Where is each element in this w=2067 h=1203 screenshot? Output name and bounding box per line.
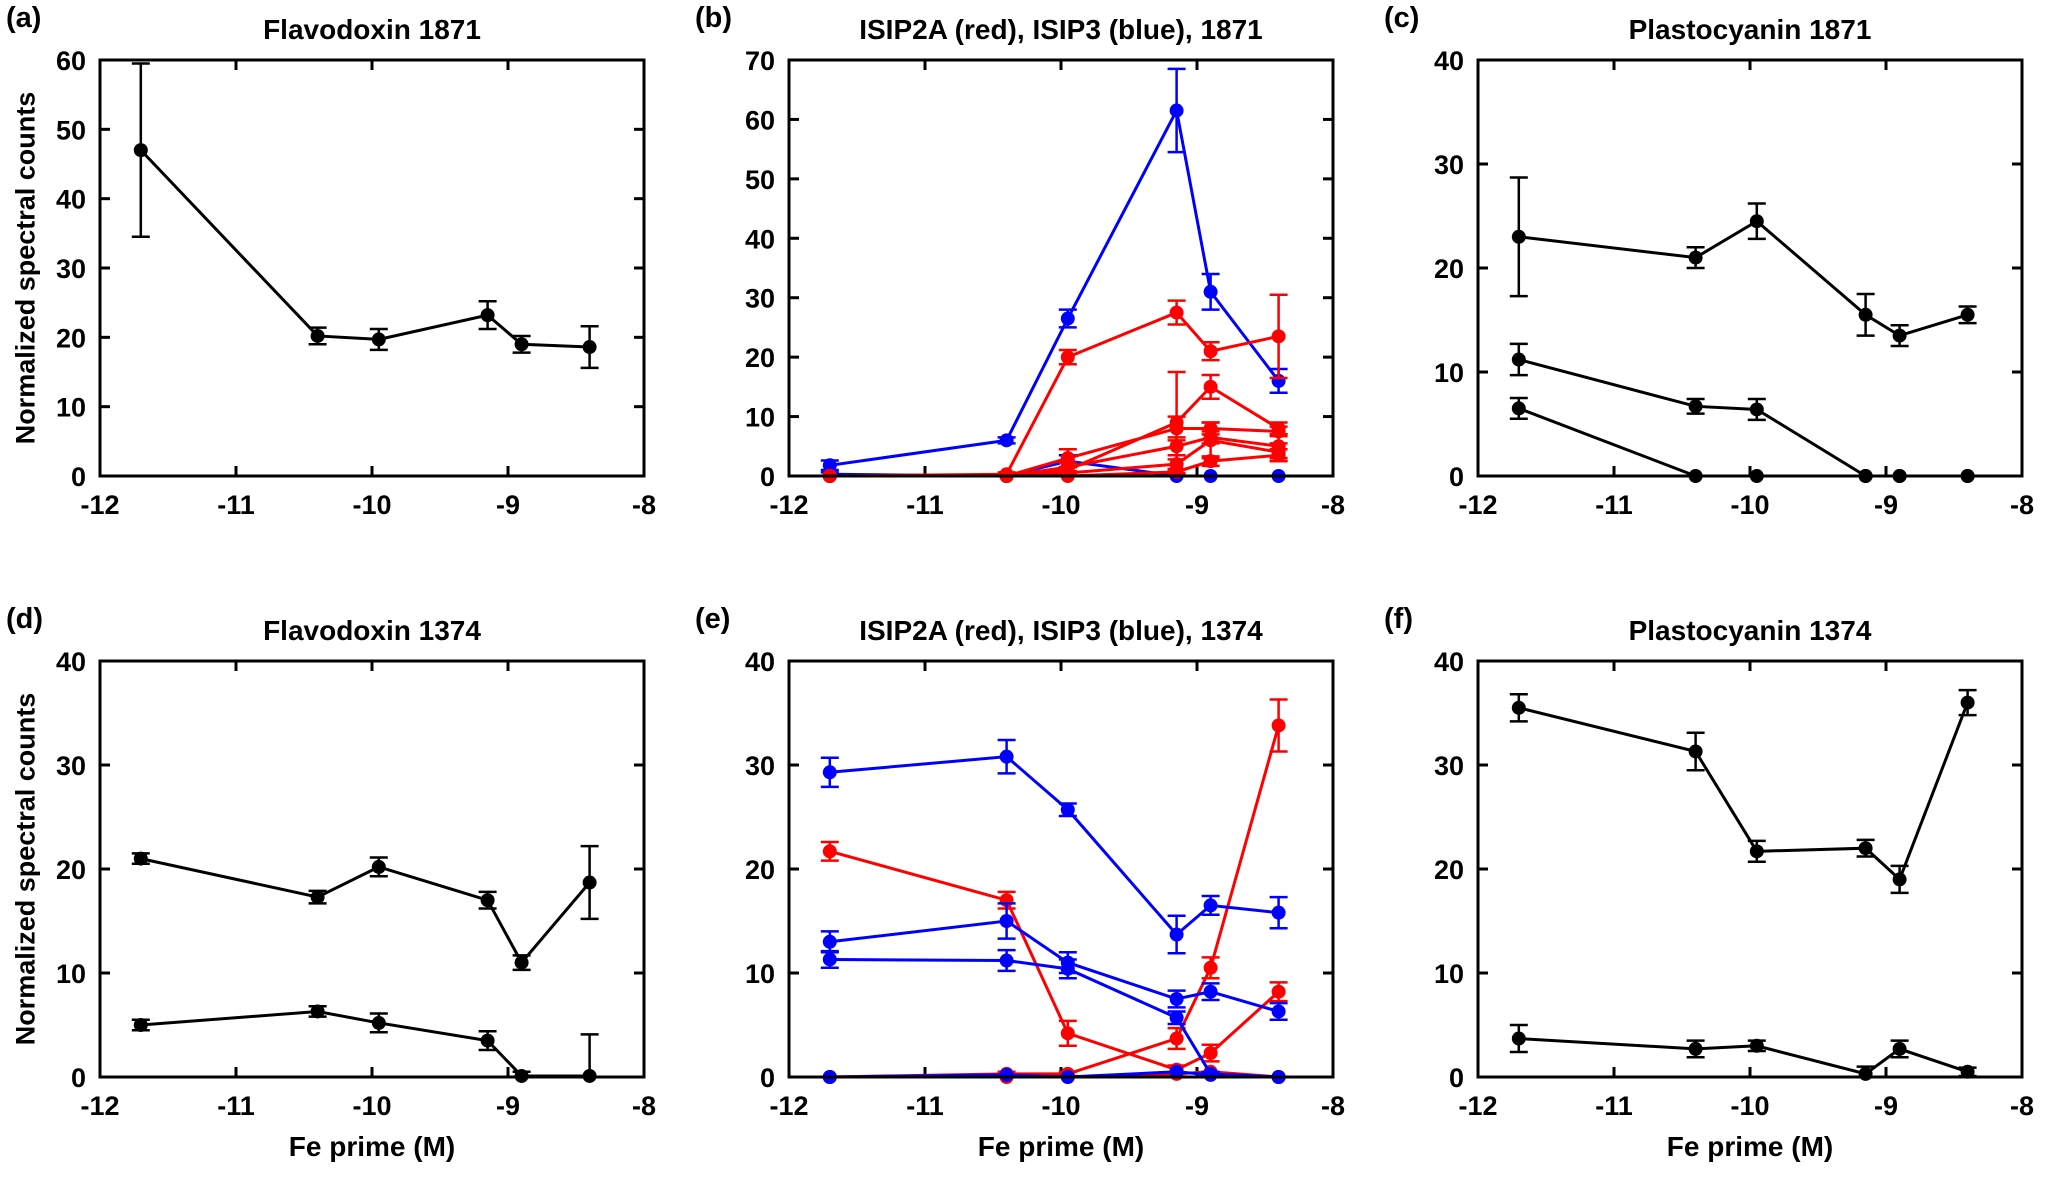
svg-text:40: 40	[1434, 647, 1464, 677]
svg-text:30: 30	[1434, 751, 1464, 781]
svg-text:60: 60	[745, 105, 775, 135]
svg-text:20: 20	[745, 343, 775, 373]
svg-text:-12: -12	[1458, 1091, 1497, 1121]
svg-text:50: 50	[745, 165, 775, 195]
svg-text:30: 30	[745, 284, 775, 314]
svg-text:-12: -12	[769, 490, 808, 520]
svg-text:60: 60	[56, 46, 86, 76]
svg-text:-8: -8	[1321, 1091, 1345, 1121]
panel-label-c: (c)	[1384, 2, 1420, 34]
svg-text:30: 30	[56, 254, 86, 284]
svg-text:-10: -10	[1730, 490, 1769, 520]
svg-text:20: 20	[1434, 254, 1464, 284]
svg-text:0: 0	[760, 462, 775, 492]
line-chart-a: -12 -11 -10 -9 -8 0 10 20 30 40 50 60	[56, 46, 656, 520]
subplot-c: (c) Plastocyanin 1871 -12 -11 -10 -9 -8 0 10 20…	[1378, 0, 2067, 601]
line-chart-f: -12 -11 -10 -9 -8 0 10 20 30 40	[1434, 647, 2034, 1121]
svg-text:40: 40	[56, 647, 86, 677]
panel-label-a: (a)	[6, 2, 42, 34]
svg-text:-9: -9	[1874, 490, 1898, 520]
subplot-b: (b) ISIP2A (red), ISIP3 (blue), 1871 -12…	[689, 0, 1378, 601]
subplot-d: (d) Flavodoxin 1374 Normalized spectral …	[0, 601, 689, 1202]
svg-text:40: 40	[745, 224, 775, 254]
svg-text:20: 20	[1434, 855, 1464, 885]
line-chart-d: -12 -11 -10 -9 -8 0 10 20 30 40	[56, 647, 656, 1121]
svg-text:0: 0	[1449, 462, 1464, 492]
svg-text:-9: -9	[496, 490, 520, 520]
svg-text:-10: -10	[1041, 1091, 1080, 1121]
svg-text:50: 50	[56, 115, 86, 145]
chart-title-d: Flavodoxin 1374	[263, 615, 481, 646]
svg-text:-10: -10	[352, 490, 391, 520]
svg-text:-8: -8	[632, 1091, 656, 1121]
chart-title-b: ISIP2A (red), ISIP3 (blue), 1871	[859, 14, 1263, 45]
svg-text:0: 0	[71, 462, 86, 492]
svg-text:-10: -10	[1041, 490, 1080, 520]
svg-text:-8: -8	[632, 490, 656, 520]
svg-text:40: 40	[1434, 46, 1464, 76]
svg-text:30: 30	[56, 751, 86, 781]
svg-text:0: 0	[1449, 1063, 1464, 1093]
svg-text:-12: -12	[1458, 490, 1497, 520]
svg-text:-9: -9	[1185, 490, 1209, 520]
subplot-e: (e) ISIP2A (red), ISIP3 (blue), 1374 -12…	[689, 601, 1378, 1202]
svg-text:10: 10	[1434, 959, 1464, 989]
svg-text:-11: -11	[1595, 1091, 1633, 1121]
svg-text:-12: -12	[80, 490, 119, 520]
svg-text:20: 20	[56, 323, 86, 353]
svg-text:40: 40	[56, 185, 86, 215]
svg-text:-11: -11	[217, 1091, 255, 1121]
svg-text:-11: -11	[906, 1091, 944, 1121]
svg-text:-8: -8	[2010, 1091, 2034, 1121]
svg-text:10: 10	[56, 959, 86, 989]
svg-text:-11: -11	[906, 490, 944, 520]
panel-label-b: (b)	[695, 2, 733, 34]
svg-text:-9: -9	[496, 1091, 520, 1121]
svg-text:-10: -10	[352, 1091, 391, 1121]
svg-text:20: 20	[56, 855, 86, 885]
line-chart-e: -12 -11 -10 -9 -8 0 10 20 30 40	[745, 647, 1345, 1121]
svg-text:10: 10	[745, 403, 775, 433]
svg-text:-11: -11	[217, 490, 255, 520]
svg-text:-8: -8	[2010, 490, 2034, 520]
subplot-f: (f) Plastocyanin 1374 -12 -11 -10 -9 -8 0 10 20…	[1378, 601, 2067, 1202]
svg-text:-12: -12	[80, 1091, 119, 1121]
panel-label-d: (d)	[6, 603, 44, 635]
svg-text:10: 10	[1434, 358, 1464, 388]
x-axis-label-e: Fe prime (M)	[977, 1131, 1145, 1162]
x-axis-label-f: Fe prime (M)	[1666, 1131, 1834, 1162]
chart-title-c: Plastocyanin 1871	[1628, 14, 1872, 45]
chart-title-f: Plastocyanin 1374	[1628, 615, 1872, 646]
svg-text:30: 30	[745, 751, 775, 781]
line-chart-b: -12 -11 -10 -9 -8 0 10 20 30 40 50 60 70	[745, 46, 1345, 520]
line-chart-c: -12 -11 -10 -9 -8 0 10 20 30 40	[1434, 46, 2034, 520]
svg-text:10: 10	[745, 959, 775, 989]
svg-text:30: 30	[1434, 150, 1464, 180]
chart-title-e: ISIP2A (red), ISIP3 (blue), 1374	[859, 615, 1263, 646]
panel-label-f: (f)	[1384, 603, 1413, 635]
svg-text:-10: -10	[1730, 1091, 1769, 1121]
svg-text:20: 20	[745, 855, 775, 885]
svg-text:70: 70	[745, 46, 775, 76]
svg-text:-9: -9	[1874, 1091, 1898, 1121]
svg-text:-12: -12	[769, 1091, 808, 1121]
svg-text:10: 10	[56, 393, 86, 423]
chart-title-a: Flavodoxin 1871	[263, 14, 481, 45]
x-axis-label-d: Fe prime (M)	[288, 1131, 456, 1162]
svg-text:0: 0	[71, 1063, 86, 1093]
svg-text:-8: -8	[1321, 490, 1345, 520]
svg-text:-9: -9	[1185, 1091, 1209, 1121]
panel-label-e: (e)	[695, 603, 731, 635]
svg-text:-11: -11	[1595, 490, 1633, 520]
subplot-a: (a) Flavodoxin 1871 Normalized spectral …	[0, 0, 689, 601]
svg-text:0: 0	[760, 1063, 775, 1093]
svg-text:40: 40	[745, 647, 775, 677]
